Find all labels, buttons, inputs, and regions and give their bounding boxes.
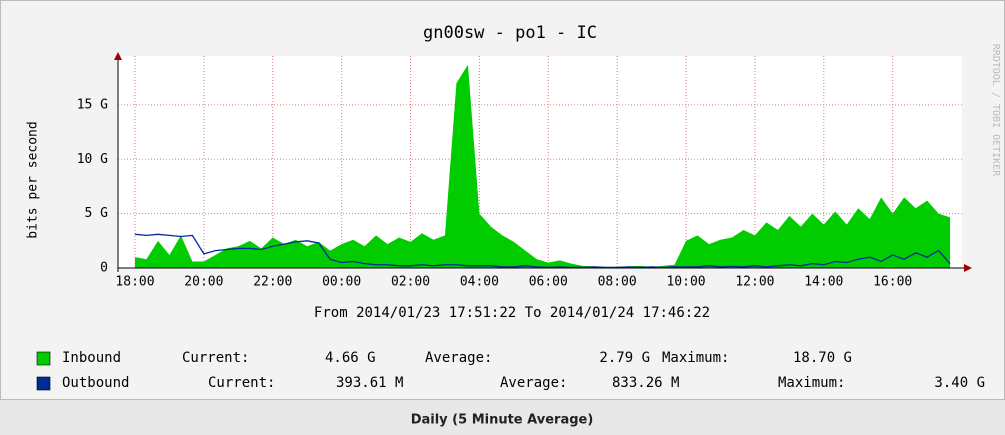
legend-stat-value: 2.79 G [599,350,650,366]
y-tick-label: 15 G [77,97,108,112]
legend-stat-label: Maximum: [662,350,729,366]
legend-stat-value: 18.70 G [793,350,852,366]
x-tick-label: 20:00 [184,275,223,290]
x-tick-label: 10:00 [666,275,705,290]
x-tick-label: 04:00 [460,275,499,290]
x-tick-label: 08:00 [598,275,637,290]
legend-stat-value: 4.66 G [325,350,376,366]
x-tick-label: 16:00 [873,275,912,290]
x-tick-label: 14:00 [804,275,843,290]
y-tick-label: 5 G [85,206,109,221]
legend-name: Inbound [62,350,121,366]
legend-swatch [36,376,51,391]
marks [118,56,962,269]
x-tick-label: 12:00 [735,275,774,290]
legend-stat-label: Average: [500,375,567,391]
x-tick-label: 22:00 [253,275,292,290]
chart-title: gn00sw - po1 - IC [423,23,597,43]
x-tick-label: 18:00 [115,275,154,290]
watermark: RRDTOOL / TOBI OETIKER [990,44,1001,177]
legend-stat-label: Current: [208,375,275,391]
legend-stat-value: 3.40 G [934,375,985,391]
legend-stat-label: Average: [425,350,492,366]
legend-stat-label: Maximum: [778,375,845,391]
y-axis-label: bits per second [26,121,41,238]
y-tick-label: 10 G [77,152,108,167]
x-tick-label: 06:00 [529,275,568,290]
y-tick-label: 0 [100,261,108,276]
legend-stat-label: Current: [182,350,249,366]
x-arrow [964,264,972,272]
area [135,64,951,268]
caption-bar [0,400,1005,435]
legend-stat-value: 833.26 M [612,375,679,391]
subtitle: From 2014/01/23 17:51:22 To 2014/01/24 1… [314,305,710,321]
x-tick-label: 02:00 [391,275,430,290]
x-tick-label: 00:00 [322,275,361,290]
legend-stat-value: 393.61 M [336,375,403,391]
legend-name: Outbound [62,375,129,391]
line [134,233,951,269]
caption: Daily (5 Minute Average) [411,413,594,428]
legend-swatch [36,351,51,366]
y-arrow [114,52,122,60]
